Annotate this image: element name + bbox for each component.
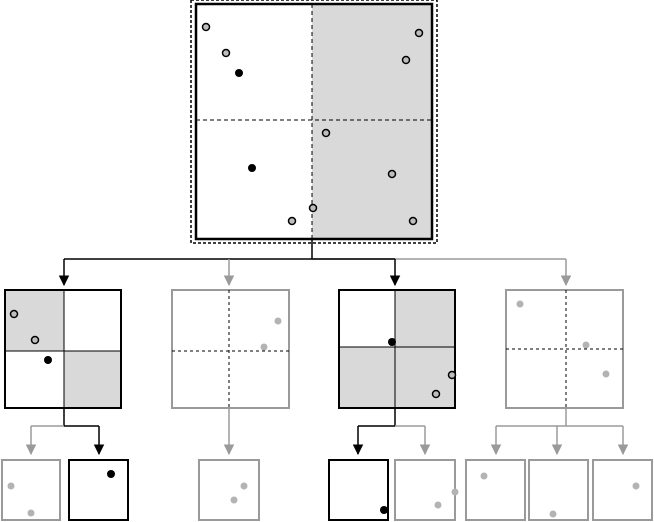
data-point <box>414 28 424 38</box>
data-point <box>408 216 418 226</box>
data-point <box>451 488 459 496</box>
level2-leaf-7 <box>528 459 589 521</box>
data-point <box>260 343 268 351</box>
selected-point <box>107 470 115 478</box>
selected-point <box>248 164 256 172</box>
selected-point <box>235 69 243 77</box>
root-points <box>201 22 424 226</box>
leaf-box <box>528 459 589 521</box>
leaf-box <box>394 459 456 521</box>
root-connectors <box>58 239 572 287</box>
level2-leaf-3 <box>198 459 260 521</box>
leaf-box <box>68 459 129 521</box>
root-node <box>190 0 438 244</box>
data-point <box>230 496 238 504</box>
selected-point <box>380 506 388 514</box>
data-point <box>221 48 231 58</box>
data-point <box>7 482 15 490</box>
shaded-quadrant <box>395 290 455 347</box>
data-point <box>308 203 318 213</box>
data-point <box>274 317 282 325</box>
data-point <box>27 509 35 517</box>
data-point <box>582 341 590 349</box>
data-point <box>431 389 441 399</box>
shaded-quadrant <box>64 351 121 408</box>
node-box <box>338 289 456 409</box>
level1-node-1 <box>4 289 122 409</box>
data-point <box>9 309 19 319</box>
level1-node-4 <box>505 289 624 409</box>
root-shaded-region <box>312 4 432 239</box>
level2-leaf-6 <box>465 459 526 521</box>
data-point <box>387 169 397 179</box>
root-selection-border <box>190 0 438 244</box>
selected-point <box>388 338 396 346</box>
data-point <box>30 335 40 345</box>
data-point <box>201 22 211 32</box>
data-point <box>447 370 457 380</box>
leaf-box <box>1 459 61 521</box>
leaf-box <box>198 459 260 521</box>
selected-point <box>44 356 52 364</box>
level1-node-3 <box>338 289 457 409</box>
data-point <box>434 501 442 509</box>
data-point <box>480 472 488 480</box>
data-point <box>516 300 524 308</box>
data-point <box>632 482 640 490</box>
level2-leaf-4 <box>328 459 389 521</box>
node-box <box>171 289 290 409</box>
data-point <box>240 482 248 490</box>
data-point <box>602 370 610 378</box>
level2-leaf-1 <box>1 459 61 521</box>
level2-leaf-2 <box>68 459 129 521</box>
data-point <box>401 55 411 65</box>
leaf-box <box>328 459 389 521</box>
level1-node-2 <box>171 289 290 409</box>
leaf-box <box>592 459 653 521</box>
shaded-quadrant <box>339 347 455 408</box>
leaf-box <box>465 459 526 521</box>
data-point <box>549 510 557 518</box>
data-point <box>287 216 297 226</box>
level2-leaf-5 <box>394 459 459 521</box>
root-box <box>194 2 434 241</box>
node-box <box>4 289 122 409</box>
level2-leaf-8 <box>592 459 653 521</box>
node-box <box>505 289 624 409</box>
level1-connectors <box>25 408 629 456</box>
data-point <box>321 128 331 138</box>
